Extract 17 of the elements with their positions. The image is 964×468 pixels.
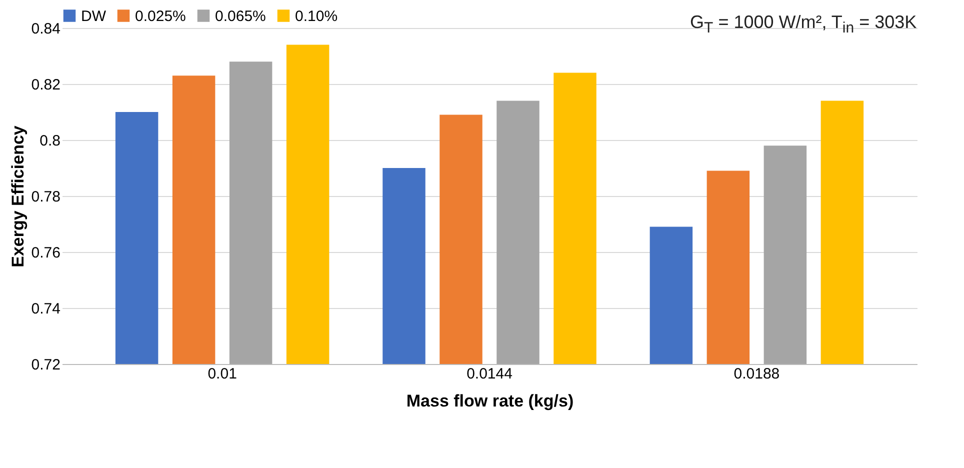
- y-tick-label: 0.78: [31, 188, 60, 206]
- x-axis-title: Mass flow rate (kg/s): [406, 392, 574, 410]
- y-tick-label: 0.74: [31, 300, 60, 318]
- x-tick-label: 0.0188: [734, 366, 780, 382]
- x-tick-label: 0.01: [208, 366, 237, 382]
- legend-label: 0.065%: [215, 8, 266, 25]
- y-tick-label: 0.8: [40, 132, 60, 150]
- y-axis-title: Exergy Efficiency: [8, 125, 28, 268]
- legend-label: 0.025%: [135, 8, 186, 25]
- y-tick-label: 0.72: [31, 356, 60, 374]
- legend-label: 0.10%: [295, 8, 338, 25]
- legend-label: DW: [81, 8, 107, 25]
- annotation: G$_{T}$ = 1000 W/m², T$_{in}$ = 303K: [690, 12, 917, 37]
- y-tick-label: 0.76: [31, 244, 60, 262]
- x-tick-label: 0.0144: [466, 366, 512, 382]
- y-tick-label: 0.84: [31, 20, 60, 38]
- y-tick-label: 0.82: [31, 76, 60, 94]
